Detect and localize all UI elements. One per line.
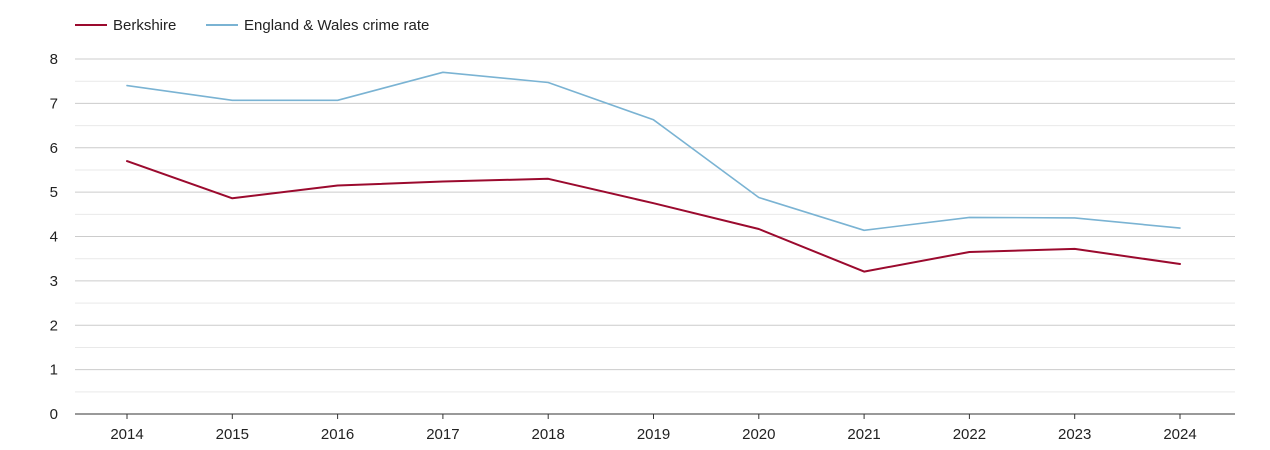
y-tick-label: 3 [50, 273, 58, 290]
legend-label-berkshire: Berkshire [113, 17, 176, 34]
x-tick-label: 2018 [532, 426, 565, 443]
y-tick-label: 8 [50, 51, 58, 68]
y-tick-label: 5 [50, 184, 58, 201]
y-tick-label: 2 [50, 317, 58, 334]
x-tick-label: 2019 [637, 426, 670, 443]
series-line-england-wales-crime-rate[interactable] [126, 71, 1181, 232]
y-tick-label: 1 [50, 362, 58, 379]
legend-item-england-wales[interactable]: England & Wales crime rate [206, 17, 429, 34]
x-tick-label: 2016 [321, 426, 354, 443]
x-tick-label: 2015 [216, 426, 249, 443]
x-tick-label: 2020 [742, 426, 775, 443]
x-tick-label: 2021 [847, 426, 880, 443]
series-line-berkshire[interactable] [126, 160, 1181, 273]
axes: 0 1 2 3 4 5 6 7 8 2014 2015 2016 2017 2018 2019 2020 202… [50, 51, 1235, 443]
y-tick-label: 0 [50, 406, 58, 423]
legend-item-berkshire[interactable]: Berkshire [75, 17, 176, 34]
x-tick-label: 2017 [426, 426, 459, 443]
y-tick-label: 6 [50, 140, 58, 157]
grid [75, 58, 1235, 393]
y-tick-label: 7 [50, 95, 58, 112]
x-tick-label: 2014 [110, 426, 143, 443]
y-tick-label: 4 [50, 229, 58, 246]
legend-label-england-wales: England & Wales crime rate [244, 17, 429, 34]
series [126, 71, 1181, 273]
x-tick-label: 2022 [953, 426, 986, 443]
x-tick-label: 2023 [1058, 426, 1091, 443]
x-tick-label: 2024 [1163, 426, 1196, 443]
legend: Berkshire England & Wales crime rate [75, 17, 429, 34]
